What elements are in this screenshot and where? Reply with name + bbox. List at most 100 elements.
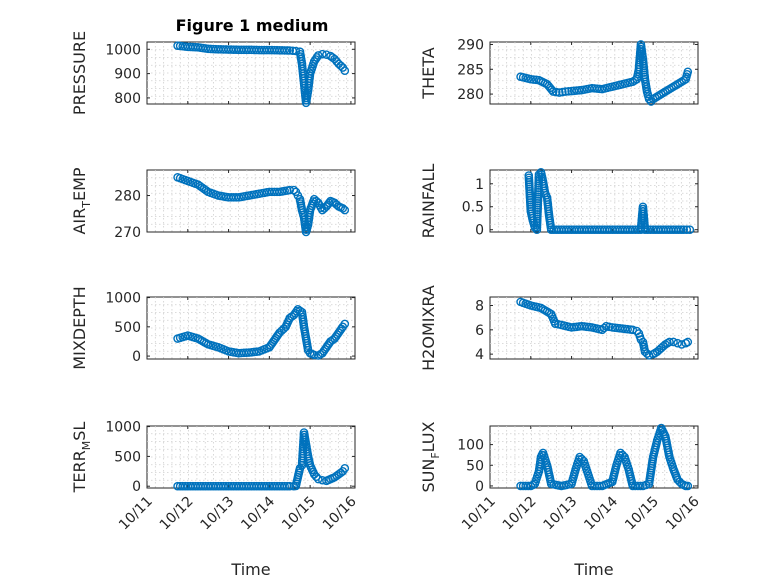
data-point bbox=[625, 225, 635, 235]
y-tick-label: 500 bbox=[114, 449, 141, 465]
y-tick-label: 0 bbox=[132, 479, 141, 495]
data-point bbox=[636, 335, 646, 344]
x-tick-label: 10/14 bbox=[581, 493, 621, 533]
subplot-rainfall: 0 0.5 1 RAINFALL bbox=[419, 164, 699, 239]
x-axis-label-right: Time bbox=[573, 560, 613, 579]
data-point bbox=[564, 87, 573, 96]
y-tick-label: 100 bbox=[457, 438, 484, 454]
data-point bbox=[311, 472, 321, 481]
y-tick-label: 1000 bbox=[105, 291, 141, 307]
data-point bbox=[683, 481, 693, 491]
data-point bbox=[636, 481, 645, 491]
data-point bbox=[558, 87, 567, 97]
data-point bbox=[683, 337, 693, 347]
y-axis-label: MIXDEPTH bbox=[70, 286, 89, 369]
data-point bbox=[640, 225, 650, 235]
data-point bbox=[669, 337, 678, 347]
data-point bbox=[628, 225, 638, 235]
y-axis-label: TERRMSL bbox=[70, 422, 93, 494]
subplot-mixdepth: 0 500 1000 MIXDEPTH bbox=[70, 286, 356, 370]
x-tick-label: 10/14 bbox=[238, 493, 278, 533]
x-tick-label: 10/16 bbox=[320, 493, 360, 533]
y-axis-label: SUNFLUX bbox=[419, 421, 442, 492]
data-point bbox=[313, 51, 323, 60]
data-point bbox=[643, 225, 652, 235]
data-point bbox=[340, 66, 350, 75]
x-tick-label: 10/13 bbox=[541, 494, 581, 534]
y-tick-label: 6 bbox=[475, 323, 484, 339]
y-tick-label: 4 bbox=[475, 347, 484, 363]
data-point bbox=[340, 464, 350, 473]
x-tick-label: 10/11 bbox=[116, 494, 156, 534]
y-tick-label: 0 bbox=[475, 479, 484, 495]
data-point bbox=[313, 474, 323, 484]
data-point bbox=[642, 349, 652, 358]
data-point bbox=[633, 481, 643, 491]
y-axis-label: H2OMIXRA bbox=[419, 285, 438, 371]
data-point bbox=[551, 87, 561, 97]
y-tick-label: 0.5 bbox=[462, 200, 484, 216]
data-point bbox=[338, 203, 348, 213]
data-point bbox=[644, 94, 654, 104]
data-point bbox=[201, 186, 211, 195]
y-axis-label: RAINFALL bbox=[419, 164, 438, 239]
data-point bbox=[679, 225, 689, 235]
data-point bbox=[599, 323, 609, 333]
x-axis-label-left: Time bbox=[230, 560, 270, 579]
data-point bbox=[336, 61, 346, 71]
data-point bbox=[682, 225, 692, 235]
x-tick-label: 10/15 bbox=[279, 494, 319, 534]
x-tick-label: 10/12 bbox=[157, 494, 197, 534]
data-point bbox=[685, 225, 695, 235]
y-tick-label: 1000 bbox=[105, 420, 141, 436]
data-point bbox=[340, 319, 350, 329]
y-tick-label: 900 bbox=[114, 67, 141, 83]
data-point bbox=[285, 46, 295, 55]
x-tick-label: 10/16 bbox=[663, 493, 703, 533]
y-tick-label: 50 bbox=[466, 458, 484, 474]
subplot-terr_msl: 0 500 1000 10/11 10/12 10/13 10/14 10/15 10/16 TE… bbox=[70, 420, 360, 534]
data-point bbox=[561, 87, 570, 96]
data-point bbox=[282, 46, 292, 55]
data-point bbox=[318, 49, 327, 59]
data-point bbox=[555, 88, 564, 97]
subplot-sun_flux: 0 50 100 10/11 10/12 10/13 10/14 10/15 10/16 SUNF… bbox=[419, 421, 703, 533]
figure-title: Figure 1 medium bbox=[176, 16, 329, 35]
y-tick-label: 800 bbox=[114, 91, 141, 107]
x-tick-label: 10/12 bbox=[500, 494, 540, 534]
y-tick-label: 500 bbox=[114, 320, 141, 336]
data-point bbox=[628, 325, 638, 335]
y-tick-label: 280 bbox=[114, 189, 141, 205]
data-point bbox=[673, 338, 682, 348]
data-point bbox=[676, 225, 686, 235]
y-tick-label: 280 bbox=[457, 87, 484, 103]
data-point bbox=[547, 85, 556, 95]
data-point bbox=[289, 185, 299, 195]
data-point bbox=[674, 225, 683, 235]
data-point bbox=[309, 350, 319, 360]
x-tick-label: 10/13 bbox=[198, 494, 238, 534]
y-tick-label: 270 bbox=[114, 225, 141, 241]
y-tick-label: 8 bbox=[475, 299, 484, 315]
data-point bbox=[665, 337, 674, 347]
data-point bbox=[631, 225, 640, 235]
data-point bbox=[548, 87, 558, 96]
subplot-air_temp: 270 280 AIRTEMP bbox=[70, 167, 356, 241]
y-tick-label: 0 bbox=[475, 223, 484, 239]
subplot-h2omixra: 4 6 8 H2OMIXRA bbox=[419, 285, 699, 371]
data-point bbox=[280, 481, 289, 491]
y-tick-label: 285 bbox=[457, 62, 484, 78]
data-point bbox=[683, 67, 693, 77]
y-tick-label: 0 bbox=[132, 349, 141, 365]
subplot-pressure: 800 900 1000 PRESSURE bbox=[70, 31, 356, 115]
subplot-theta: 280 285 290 THETA bbox=[419, 37, 699, 106]
y-axis-label: AIRTEMP bbox=[70, 167, 93, 234]
data-point bbox=[340, 205, 350, 215]
x-tick-label: 10/15 bbox=[622, 494, 662, 534]
y-tick-label: 1 bbox=[475, 177, 484, 193]
y-tick-label: 1000 bbox=[105, 42, 141, 58]
y-axis-label: THETA bbox=[419, 47, 438, 99]
y-tick-label: 290 bbox=[457, 37, 484, 53]
y-axis-label: PRESSURE bbox=[70, 31, 89, 115]
